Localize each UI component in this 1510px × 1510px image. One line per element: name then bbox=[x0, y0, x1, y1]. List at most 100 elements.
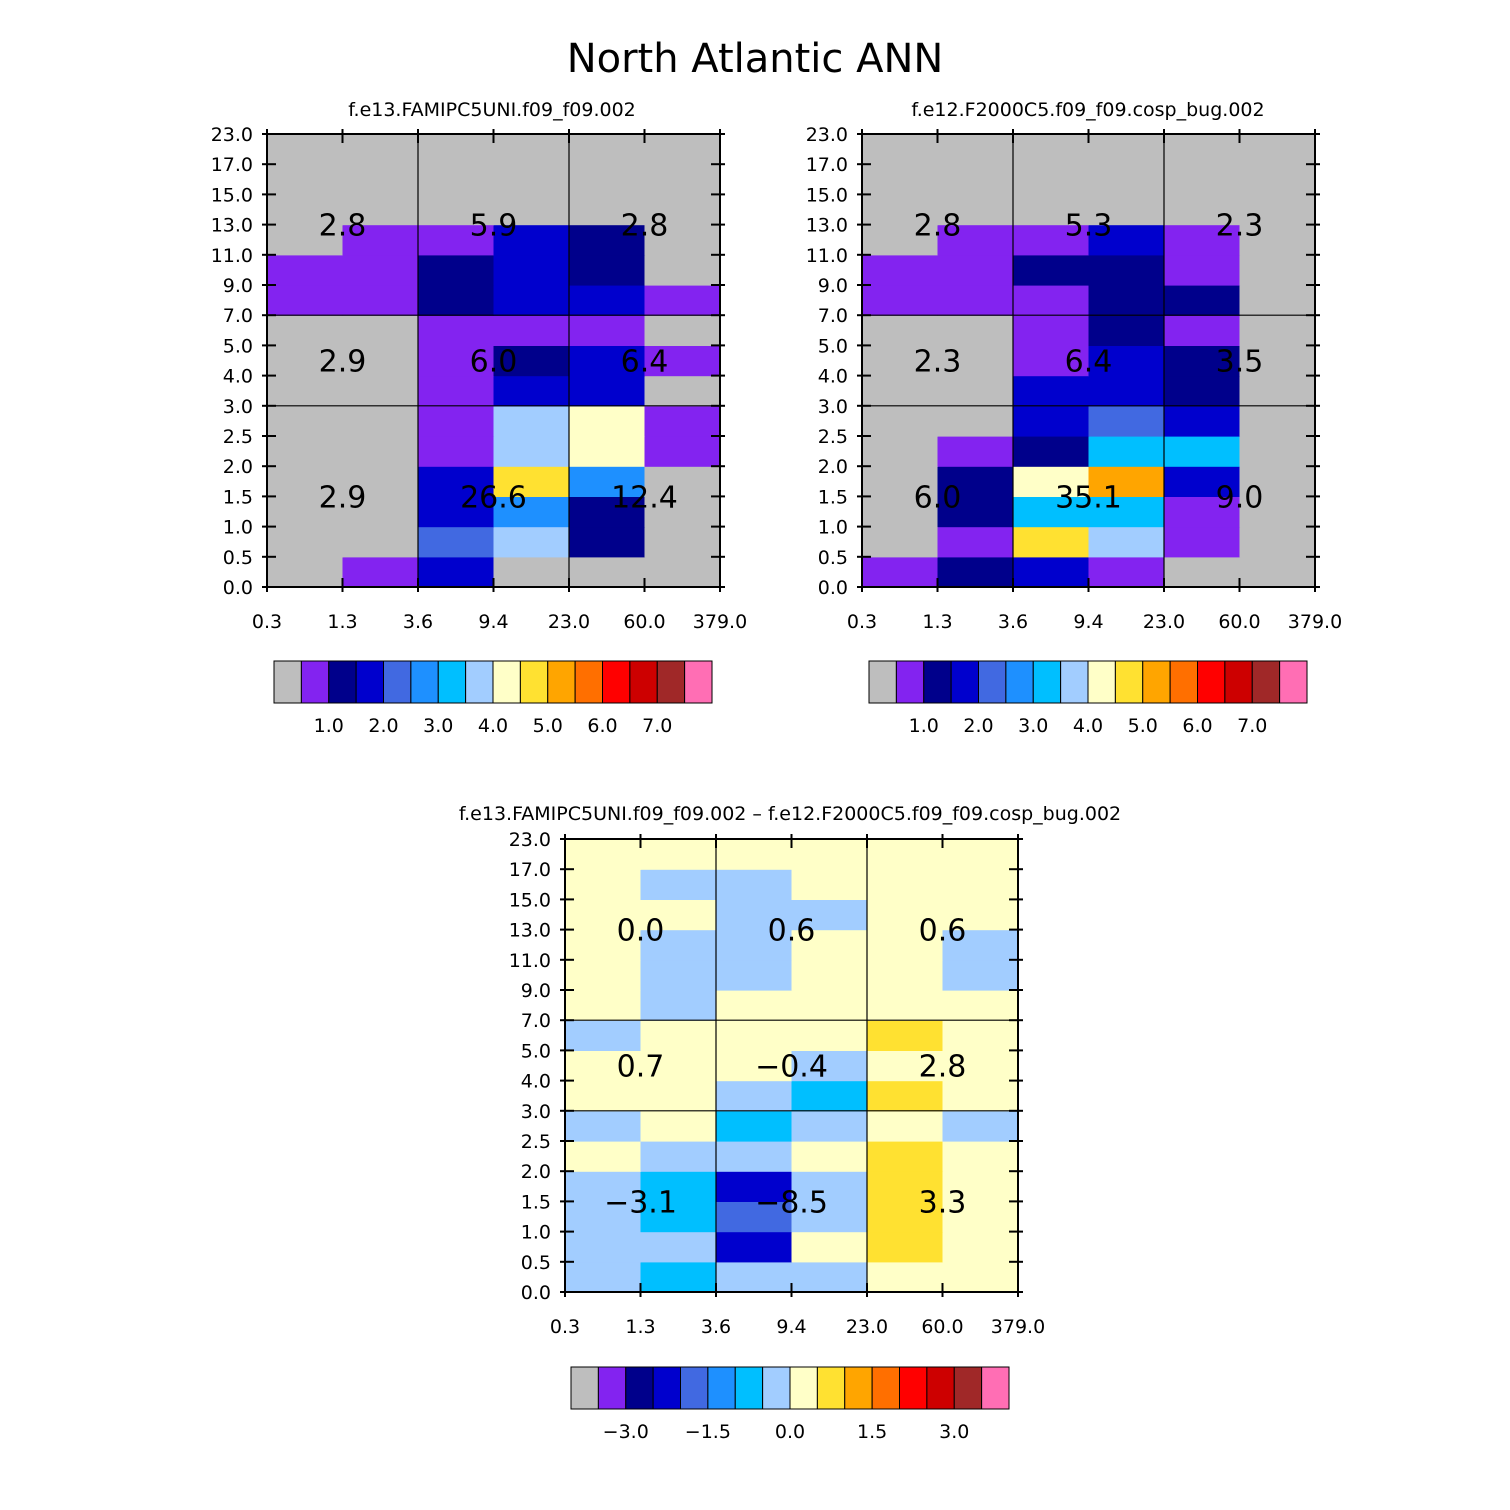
colorbar-label: 4.0 bbox=[478, 715, 508, 737]
heatmap-cell bbox=[1164, 526, 1241, 558]
colorbar-label: 0.0 bbox=[775, 1421, 805, 1443]
heatmap-cell bbox=[937, 285, 1014, 316]
y-tick-label: 15.0 bbox=[211, 184, 253, 206]
x-tick-label: 1.3 bbox=[625, 1316, 655, 1338]
heatmap-cell bbox=[1013, 194, 1090, 226]
heatmap-cell bbox=[565, 869, 642, 900]
heatmap-cell bbox=[1239, 496, 1316, 528]
x-tick-label: 3.6 bbox=[998, 611, 1028, 633]
heatmap-cell bbox=[418, 134, 495, 165]
heatmap-cell bbox=[716, 929, 793, 961]
heatmap-cell bbox=[942, 1020, 1019, 1051]
x-tick-label: 60.0 bbox=[623, 611, 665, 633]
colorbar-swatch bbox=[625, 1366, 654, 1410]
heatmap-cell bbox=[640, 869, 717, 900]
heatmap-cell bbox=[862, 345, 939, 377]
region-value-label: 0.6 bbox=[768, 914, 816, 949]
region-value-label: 6.0 bbox=[914, 480, 962, 515]
heatmap-cell bbox=[1088, 285, 1165, 316]
region-value-label: 2.8 bbox=[621, 209, 669, 244]
y-tick-label: 15.0 bbox=[806, 184, 848, 206]
colorbar-swatch bbox=[597, 1366, 627, 1410]
y-tick-label: 11.0 bbox=[806, 245, 848, 267]
heatmap-cell bbox=[640, 1050, 717, 1082]
heatmap-cell bbox=[267, 164, 344, 195]
heatmap-cell bbox=[493, 345, 570, 377]
region-value-label: 2.9 bbox=[319, 345, 367, 380]
heatmap-cell bbox=[267, 134, 344, 165]
x-tick-label: 3.6 bbox=[403, 611, 433, 633]
heatmap-cell bbox=[644, 436, 721, 467]
heatmap-cell bbox=[1164, 405, 1241, 437]
region-value-label: −8.5 bbox=[755, 1185, 828, 1220]
y-tick-label: 9.0 bbox=[818, 275, 848, 297]
colorbar-swatch bbox=[762, 1366, 791, 1410]
y-tick-label: 7.0 bbox=[521, 1010, 551, 1032]
heatmap-cell bbox=[640, 1020, 717, 1051]
heatmap-cell bbox=[1013, 345, 1090, 377]
colorbar-swatch bbox=[300, 660, 330, 704]
y-tick-label: 11.0 bbox=[211, 245, 253, 267]
heatmap-cell bbox=[862, 526, 939, 558]
heatmap-cell bbox=[862, 315, 939, 346]
y-tick-label: 4.0 bbox=[818, 366, 848, 388]
heatmap-cell bbox=[569, 285, 646, 316]
heatmap-cell bbox=[937, 405, 1014, 437]
region-value-label: 26.6 bbox=[460, 480, 527, 515]
heatmap-cell bbox=[867, 990, 944, 1021]
y-tick-label: 23.0 bbox=[509, 829, 551, 851]
heatmap-cell bbox=[791, 959, 868, 991]
heatmap-cell bbox=[716, 1080, 793, 1112]
y-tick-label: 0.0 bbox=[818, 577, 848, 599]
colorbar-swatch bbox=[680, 1366, 709, 1410]
heatmap-cell bbox=[791, 1261, 868, 1293]
heatmap-cell bbox=[716, 1201, 793, 1233]
heatmap-cell bbox=[716, 869, 793, 900]
heatmap-cell bbox=[791, 1110, 868, 1142]
panel-1-heatmap: 2.9 26.6 12.4 2.9 6.0 6.4 2.8 5.9 2.8 0.0 0.5 1.0 1.… bbox=[211, 124, 748, 633]
heatmap-cell bbox=[342, 345, 419, 377]
heatmap-cell bbox=[493, 194, 570, 226]
heatmap-cell bbox=[565, 1050, 642, 1082]
heatmap-cell bbox=[942, 1261, 1019, 1293]
y-tick-label: 2.0 bbox=[818, 456, 848, 478]
heatmap-cell bbox=[565, 1171, 642, 1202]
colorbar-swatch bbox=[1087, 660, 1116, 704]
heatmap-cell bbox=[1088, 466, 1165, 497]
heatmap-cell bbox=[1088, 194, 1165, 226]
heatmap-cell bbox=[791, 869, 868, 900]
heatmap-cell bbox=[342, 405, 419, 437]
heatmap-cell bbox=[569, 164, 646, 195]
colorbar-label: 5.0 bbox=[1128, 715, 1158, 737]
region-value-label: 2.3 bbox=[1216, 209, 1264, 244]
region-value-label: 0.7 bbox=[617, 1050, 665, 1085]
heatmap-cell bbox=[569, 436, 646, 467]
heatmap-cell bbox=[1088, 496, 1165, 528]
heatmap-cell bbox=[342, 254, 419, 286]
heatmap-cell bbox=[716, 1110, 793, 1142]
heatmap-cell bbox=[493, 496, 570, 528]
heatmap-cell bbox=[640, 1080, 717, 1112]
heatmap-cell bbox=[1013, 285, 1090, 316]
region-value-label: 5.9 bbox=[470, 209, 518, 244]
heatmap-cell bbox=[867, 1050, 944, 1082]
heatmap-cell bbox=[1164, 466, 1241, 497]
colorbar-swatch bbox=[978, 660, 1007, 704]
y-tick-label: 13.0 bbox=[806, 215, 848, 237]
colorbar-swatch bbox=[895, 660, 925, 704]
heatmap-cell bbox=[1164, 164, 1241, 195]
colorbar-label: 1.5 bbox=[857, 1421, 887, 1443]
heatmap-cell bbox=[716, 1231, 793, 1263]
colorbar-swatch bbox=[950, 660, 980, 704]
colorbar-swatch bbox=[410, 660, 439, 704]
heatmap-cell bbox=[716, 1171, 793, 1202]
colorbar-label: 6.0 bbox=[587, 715, 617, 737]
y-tick-label: 17.0 bbox=[509, 859, 551, 881]
colorbar-label: 3.0 bbox=[423, 715, 453, 737]
colorbar-swatch bbox=[574, 660, 604, 704]
heatmap-cell bbox=[342, 556, 419, 588]
x-tick-label: 1.3 bbox=[922, 611, 952, 633]
y-tick-label: 5.0 bbox=[818, 335, 848, 357]
heatmap-cell bbox=[1239, 134, 1316, 165]
heatmap-cell bbox=[342, 164, 419, 195]
